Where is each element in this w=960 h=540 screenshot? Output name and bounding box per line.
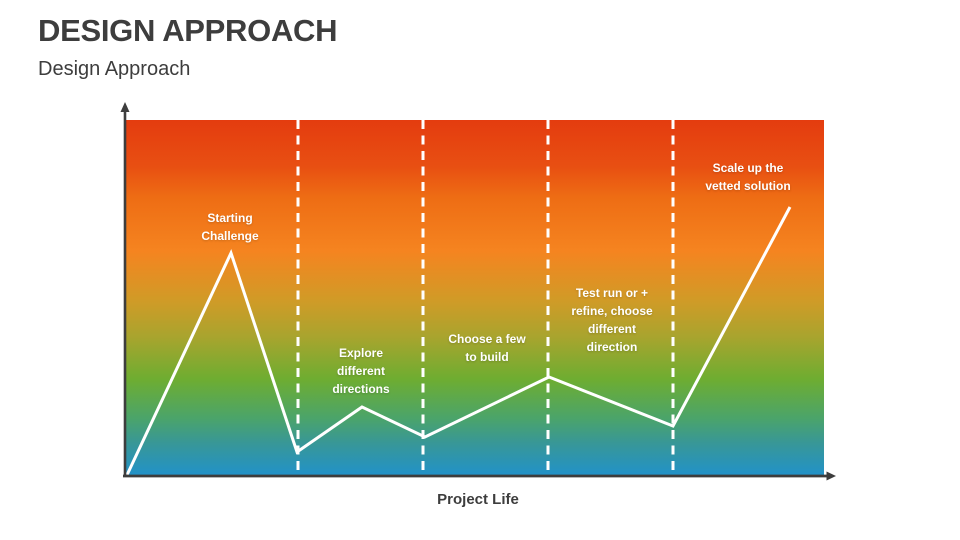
y-axis-arrow-icon [120, 102, 130, 112]
phase-label: Choose a few to build [448, 332, 526, 364]
phase-label: Test run or + refine, choose different d… [571, 286, 653, 354]
x-axis-label: Project Life [437, 491, 519, 508]
page-title: DESIGN APPROACH [38, 13, 338, 48]
phase-label: Scale up the vetted solution [705, 161, 791, 193]
x-axis-arrow-icon [826, 471, 836, 481]
page-subtitle: Design Approach [38, 58, 191, 80]
phase-label: Starting Challenge [201, 211, 259, 243]
phase-label: Explore different directions [332, 346, 390, 396]
